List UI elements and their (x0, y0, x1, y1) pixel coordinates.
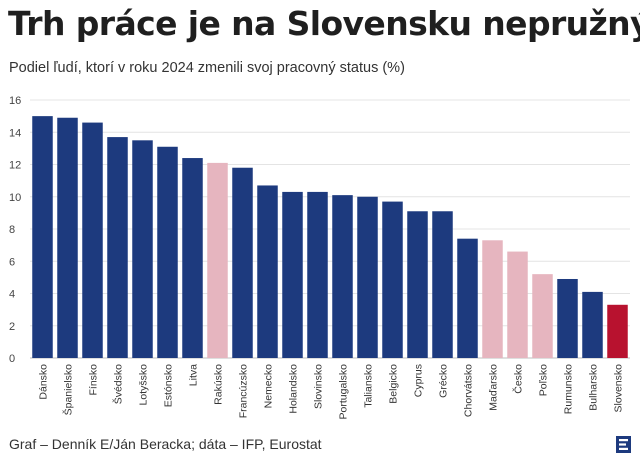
bar (407, 211, 428, 358)
bar (357, 196, 378, 358)
bar (582, 291, 603, 358)
bar (182, 158, 203, 358)
x-tick-label: Nemecko (263, 364, 275, 409)
bar (332, 195, 353, 358)
y-tick-label: 12 (9, 160, 21, 172)
bar (607, 304, 628, 358)
bar (532, 274, 553, 358)
bar (207, 162, 228, 358)
bar (257, 185, 278, 358)
x-tick-label: Cyprus (413, 364, 425, 397)
gridlines (30, 99, 630, 359)
bar (457, 238, 478, 358)
y-tick-label: 6 (9, 256, 15, 268)
bar (557, 278, 578, 358)
x-tick-label: Holandsko (288, 364, 300, 414)
chart-subtitle: Podiel ľudí, ktorí v roku 2024 zmenili s… (9, 60, 405, 76)
bar (432, 211, 453, 358)
y-tick-label: 14 (9, 127, 21, 139)
x-tick-label: Česko (512, 364, 525, 394)
x-tick-label: Švédsko (112, 364, 125, 404)
x-tick-label: Francúzsko (238, 364, 250, 418)
x-tick-label: Taliansko (363, 364, 375, 408)
bar (82, 122, 103, 358)
bar (107, 137, 128, 358)
y-tick-label: 4 (9, 289, 15, 301)
source-credit: Graf – Denník E/Ján Beracka; dáta – IFP,… (9, 436, 322, 452)
y-tick-label: 2 (9, 321, 15, 333)
y-tick-label: 10 (9, 192, 21, 204)
bar (232, 167, 253, 358)
x-tick-label: Fínsko (88, 364, 100, 396)
x-axis-labels: Dánsko Španielsko Fínsko Švédsko Lotyšsko Est… (38, 364, 625, 420)
x-tick-label: Portugalsko (338, 364, 350, 420)
bar (32, 116, 53, 359)
y-axis: 0 2 4 6 8 10 12 14 16 (9, 95, 21, 365)
chart-title: Trh práce je na Slovensku nepružný (8, 4, 640, 43)
y-tick-label: 8 (9, 224, 15, 236)
dennik-e-logo-icon (616, 436, 631, 453)
bar-chart: 0 2 4 6 8 10 12 14 16 Dánsko Španielsko Fínsko Švéd… (9, 95, 630, 420)
bar (132, 140, 153, 358)
bar (507, 251, 528, 358)
x-tick-label: Chorvátsko (463, 364, 475, 417)
bars (32, 116, 628, 359)
x-tick-label: Litva (188, 364, 200, 386)
x-tick-label: Maďarsko (488, 364, 500, 411)
bar (57, 117, 78, 359)
y-tick-label: 0 (9, 353, 15, 365)
bar (157, 146, 178, 358)
x-tick-label: Rakúsko (213, 364, 225, 405)
x-tick-label: Rumunsko (563, 364, 575, 414)
bar (482, 240, 503, 358)
bar (382, 201, 403, 358)
y-tick-label: 16 (9, 95, 21, 107)
x-tick-label: Belgicko (388, 364, 400, 404)
x-tick-label: Poľsko (538, 364, 550, 396)
bar (307, 191, 328, 358)
x-tick-label: Slovensko (613, 364, 625, 413)
x-tick-label: Dánsko (38, 364, 50, 400)
x-tick-label: Lotyšsko (138, 364, 150, 406)
x-tick-label: Španielsko (62, 364, 75, 416)
x-tick-label: Slovinsko (313, 364, 325, 409)
x-tick-label: Estónsko (163, 364, 175, 407)
x-tick-label: Grécko (438, 364, 450, 398)
x-tick-label: Bulharsko (588, 364, 600, 411)
bar (282, 191, 303, 358)
